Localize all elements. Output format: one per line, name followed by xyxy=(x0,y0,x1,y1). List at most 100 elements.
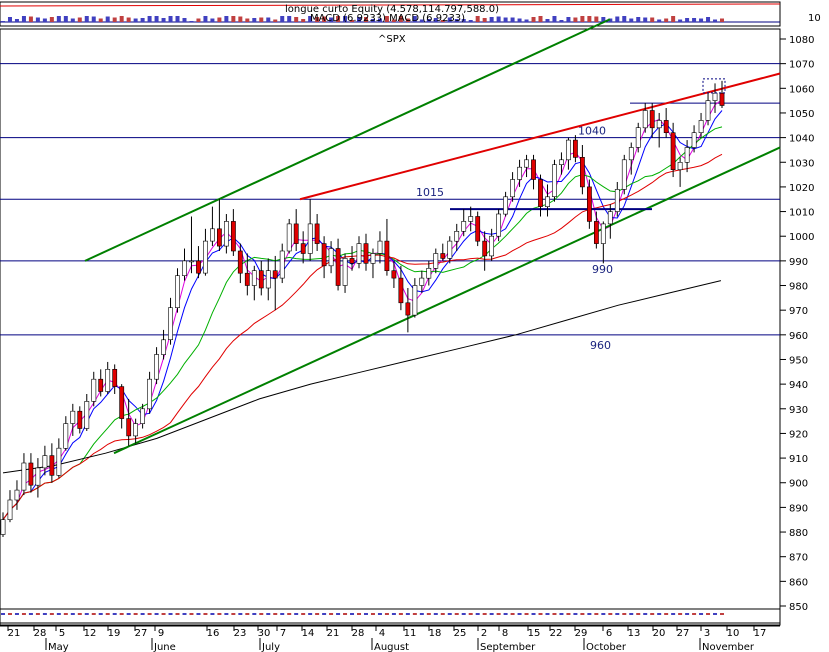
x-tick-label-1: 28 xyxy=(34,628,47,639)
candle-body-1 xyxy=(7,499,13,521)
indicator-bar-45 xyxy=(315,17,320,22)
bottom-dot-21 xyxy=(147,613,152,615)
bottom-dot-31 xyxy=(217,613,222,615)
bottom-dot-58 xyxy=(405,613,410,615)
candle-body-0 xyxy=(0,519,6,535)
bottom-dot-35 xyxy=(245,613,250,615)
candle-body-56 xyxy=(391,270,397,279)
candle-body-34 xyxy=(237,250,243,274)
bottom-dot-92 xyxy=(643,613,648,615)
y-tick-label-1050: 1050 xyxy=(789,109,814,120)
bottom-dot-60 xyxy=(419,613,424,615)
candle-body-57 xyxy=(398,277,404,304)
candle-body-13 xyxy=(91,378,97,402)
indicator-bar-23 xyxy=(161,18,166,22)
bottom-dot-56 xyxy=(391,613,396,615)
indicator-bar-3 xyxy=(21,16,26,22)
indicator-bar-10 xyxy=(70,18,75,22)
candle-body-82 xyxy=(572,139,578,158)
highlight-box xyxy=(702,78,726,94)
level-label-1015: 1015 xyxy=(416,186,444,199)
bottom-dot-11 xyxy=(77,613,82,615)
x-tick-label-0: 21 xyxy=(8,628,21,639)
x-tick-label-28: 10 xyxy=(727,628,740,639)
bottom-dot-82 xyxy=(573,613,578,615)
candle-body-58 xyxy=(405,302,411,316)
y-tick-label-1020: 1020 xyxy=(789,183,814,194)
candle-body-28 xyxy=(196,260,201,274)
candle-body-10 xyxy=(70,410,76,424)
indicator-bar-22 xyxy=(154,16,159,22)
bottom-dot-23 xyxy=(161,613,166,615)
bottom-dot-39 xyxy=(273,613,278,615)
candle-body-41 xyxy=(286,223,292,252)
indicator-bar-14 xyxy=(98,18,103,22)
bottom-dot-77 xyxy=(538,613,543,615)
candle-body-46 xyxy=(321,243,327,267)
candle-body-36 xyxy=(251,270,257,286)
candle-body-48 xyxy=(335,248,341,286)
x-tick-label-8: 23 xyxy=(234,628,247,639)
indicator-bar-75 xyxy=(524,19,529,22)
bottom-dot-59 xyxy=(412,613,417,615)
bottom-dot-63 xyxy=(440,613,445,615)
y-tick-label-870: 870 xyxy=(789,553,808,564)
bottom-dot-96 xyxy=(671,613,676,615)
bottom-dot-40 xyxy=(280,613,285,615)
indicator-bar-52 xyxy=(363,17,368,22)
candle-body-50 xyxy=(349,258,355,264)
indicator-bar-29 xyxy=(203,16,208,22)
candle-body-90 xyxy=(628,147,634,161)
bottom-dot-94 xyxy=(657,613,662,615)
indicator-bar-70 xyxy=(489,17,494,22)
indicator-bar-18 xyxy=(126,17,131,22)
indicator-bar-9 xyxy=(63,16,68,22)
candle-body-35 xyxy=(244,272,250,286)
bottom-dot-5 xyxy=(35,613,40,615)
candle-body-71 xyxy=(496,213,501,237)
indicator-bar-61 xyxy=(426,19,431,22)
candle-body-59 xyxy=(412,285,418,316)
bottom-dot-12 xyxy=(84,613,89,615)
moving-average-3 xyxy=(2,153,723,520)
candle-body-43 xyxy=(300,243,306,254)
bottom-dot-79 xyxy=(552,613,557,615)
indicator-bar-21 xyxy=(147,16,152,22)
y-tick-label-1080: 1080 xyxy=(789,35,814,46)
indicator-bar-41 xyxy=(287,16,292,22)
candle-body-100 xyxy=(698,120,704,134)
indicator-bar-17 xyxy=(119,16,124,22)
indicator-bar-83 xyxy=(580,16,585,22)
indicator-bar-40 xyxy=(280,16,285,22)
candle-body-26 xyxy=(182,260,187,276)
candle-body-88 xyxy=(614,189,620,212)
x-tick-label-21: 22 xyxy=(550,628,563,639)
x-tick-label-24: 13 xyxy=(628,628,641,639)
candle-body-72 xyxy=(503,196,508,215)
indicator-bar-54 xyxy=(377,18,382,22)
bottom-dot-70 xyxy=(489,613,494,615)
candle-body-23 xyxy=(161,339,166,355)
bottom-dot-54 xyxy=(377,613,382,615)
bottom-dot-101 xyxy=(706,613,711,615)
candle-body-16 xyxy=(112,368,118,387)
month-label-6: November xyxy=(702,642,755,652)
bottom-dot-72 xyxy=(503,613,508,615)
indicator-bar-13 xyxy=(91,16,96,22)
y-tick-label-1010: 1010 xyxy=(789,208,814,219)
bottom-dot-52 xyxy=(363,613,368,615)
bottom-dot-13 xyxy=(91,613,96,615)
bottom-dot-61 xyxy=(426,613,431,615)
bottom-dot-91 xyxy=(636,613,641,615)
candle-body-79 xyxy=(552,164,557,197)
bottom-dot-43 xyxy=(301,613,306,615)
candle-body-7 xyxy=(49,455,55,476)
candle-body-27 xyxy=(189,260,194,263)
candle-body-95 xyxy=(663,120,669,134)
bottom-dot-34 xyxy=(238,613,243,615)
indicator-bar-6 xyxy=(42,18,47,22)
indicator-bar-59 xyxy=(412,16,417,22)
indicator-bar-63 xyxy=(440,20,445,22)
bottom-dot-49 xyxy=(343,613,348,615)
bottom-dot-46 xyxy=(322,613,327,615)
